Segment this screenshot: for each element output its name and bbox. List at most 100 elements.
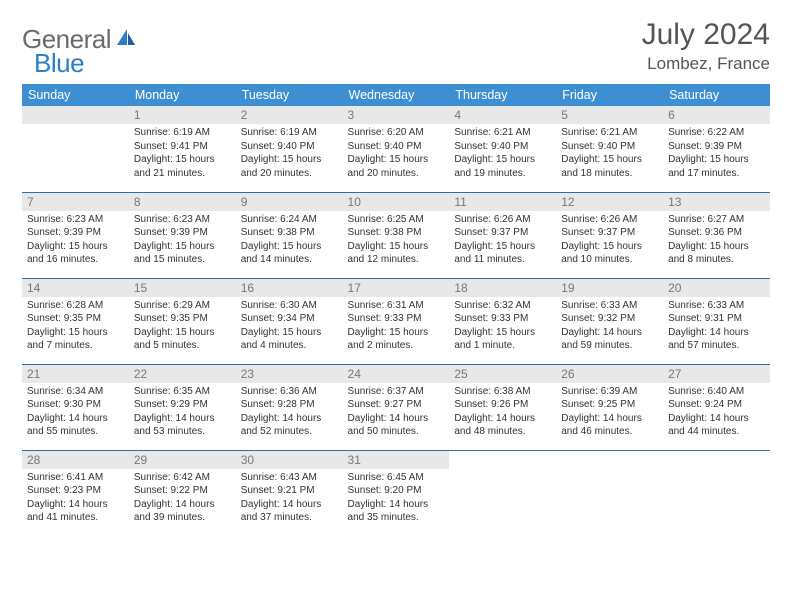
daylight-text: Daylight: 14 hours xyxy=(668,412,765,426)
calendar-day-cell: 23Sunrise: 6:36 AMSunset: 9:28 PMDayligh… xyxy=(236,364,343,450)
sunset-text: Sunset: 9:33 PM xyxy=(348,312,445,326)
daylight-text: and 50 minutes. xyxy=(348,425,445,439)
weekday-header: Friday xyxy=(556,84,663,106)
calendar-day-cell: 26Sunrise: 6:39 AMSunset: 9:25 PMDayligh… xyxy=(556,364,663,450)
day-number: 19 xyxy=(556,279,663,297)
daylight-text: and 16 minutes. xyxy=(27,253,124,267)
calendar-day-cell: 3Sunrise: 6:20 AMSunset: 9:40 PMDaylight… xyxy=(343,106,450,192)
sunrise-text: Sunrise: 6:19 AM xyxy=(241,126,338,140)
daylight-text: and 59 minutes. xyxy=(561,339,658,353)
weekday-header: Saturday xyxy=(663,84,770,106)
sunrise-text: Sunrise: 6:36 AM xyxy=(241,385,338,399)
weekday-header-row: Sunday Monday Tuesday Wednesday Thursday… xyxy=(22,84,770,106)
calendar-day-cell: 4Sunrise: 6:21 AMSunset: 9:40 PMDaylight… xyxy=(449,106,556,192)
daylight-text: Daylight: 14 hours xyxy=(668,326,765,340)
sunset-text: Sunset: 9:31 PM xyxy=(668,312,765,326)
sunrise-text: Sunrise: 6:33 AM xyxy=(668,299,765,313)
sunrise-text: Sunrise: 6:31 AM xyxy=(348,299,445,313)
day-content: Sunrise: 6:32 AMSunset: 9:33 PMDaylight:… xyxy=(449,297,556,357)
day-content: Sunrise: 6:19 AMSunset: 9:40 PMDaylight:… xyxy=(236,124,343,184)
day-number: 27 xyxy=(663,365,770,383)
month-title: July 2024 xyxy=(642,18,770,52)
day-content: Sunrise: 6:30 AMSunset: 9:34 PMDaylight:… xyxy=(236,297,343,357)
sunset-text: Sunset: 9:33 PM xyxy=(454,312,551,326)
day-number: 8 xyxy=(129,193,236,211)
calendar-day-cell: 9Sunrise: 6:24 AMSunset: 9:38 PMDaylight… xyxy=(236,192,343,278)
calendar-day-cell: 10Sunrise: 6:25 AMSunset: 9:38 PMDayligh… xyxy=(343,192,450,278)
day-content: Sunrise: 6:22 AMSunset: 9:39 PMDaylight:… xyxy=(663,124,770,184)
daylight-text: Daylight: 14 hours xyxy=(348,412,445,426)
day-number: 10 xyxy=(343,193,450,211)
daylight-text: and 8 minutes. xyxy=(668,253,765,267)
daylight-text: and 20 minutes. xyxy=(348,167,445,181)
day-content: Sunrise: 6:28 AMSunset: 9:35 PMDaylight:… xyxy=(22,297,129,357)
sunset-text: Sunset: 9:37 PM xyxy=(561,226,658,240)
daylight-text: and 41 minutes. xyxy=(27,511,124,525)
calendar-day-cell: 14Sunrise: 6:28 AMSunset: 9:35 PMDayligh… xyxy=(22,278,129,364)
sunrise-text: Sunrise: 6:40 AM xyxy=(668,385,765,399)
day-number: 29 xyxy=(129,451,236,469)
day-content: Sunrise: 6:25 AMSunset: 9:38 PMDaylight:… xyxy=(343,211,450,271)
daylight-text: and 37 minutes. xyxy=(241,511,338,525)
daylight-text: and 20 minutes. xyxy=(241,167,338,181)
calendar-day-cell: 19Sunrise: 6:33 AMSunset: 9:32 PMDayligh… xyxy=(556,278,663,364)
day-number: 14 xyxy=(22,279,129,297)
daylight-text: and 57 minutes. xyxy=(668,339,765,353)
day-number: 11 xyxy=(449,193,556,211)
weekday-header: Tuesday xyxy=(236,84,343,106)
sunrise-text: Sunrise: 6:21 AM xyxy=(561,126,658,140)
day-content: Sunrise: 6:37 AMSunset: 9:27 PMDaylight:… xyxy=(343,383,450,443)
daylight-text: and 4 minutes. xyxy=(241,339,338,353)
calendar-day-cell: 5Sunrise: 6:21 AMSunset: 9:40 PMDaylight… xyxy=(556,106,663,192)
daylight-text: Daylight: 14 hours xyxy=(348,498,445,512)
daylight-text: Daylight: 14 hours xyxy=(134,412,231,426)
daylight-text: and 39 minutes. xyxy=(134,511,231,525)
sunrise-text: Sunrise: 6:19 AM xyxy=(134,126,231,140)
day-number: 24 xyxy=(343,365,450,383)
daylight-text: and 1 minute. xyxy=(454,339,551,353)
calendar-day-cell: 7Sunrise: 6:23 AMSunset: 9:39 PMDaylight… xyxy=(22,192,129,278)
calendar-day-cell: 1Sunrise: 6:19 AMSunset: 9:41 PMDaylight… xyxy=(129,106,236,192)
day-content: Sunrise: 6:23 AMSunset: 9:39 PMDaylight:… xyxy=(129,211,236,271)
day-content: Sunrise: 6:38 AMSunset: 9:26 PMDaylight:… xyxy=(449,383,556,443)
sunset-text: Sunset: 9:37 PM xyxy=(454,226,551,240)
daylight-text: and 52 minutes. xyxy=(241,425,338,439)
sunset-text: Sunset: 9:38 PM xyxy=(241,226,338,240)
daylight-text: Daylight: 15 hours xyxy=(134,326,231,340)
sunset-text: Sunset: 9:41 PM xyxy=(134,140,231,154)
sunset-text: Sunset: 9:21 PM xyxy=(241,484,338,498)
day-number: 16 xyxy=(236,279,343,297)
calendar-day-cell: 18Sunrise: 6:32 AMSunset: 9:33 PMDayligh… xyxy=(449,278,556,364)
sunrise-text: Sunrise: 6:34 AM xyxy=(27,385,124,399)
daylight-text: and 14 minutes. xyxy=(241,253,338,267)
calendar-day-cell: 20Sunrise: 6:33 AMSunset: 9:31 PMDayligh… xyxy=(663,278,770,364)
day-content: Sunrise: 6:34 AMSunset: 9:30 PMDaylight:… xyxy=(22,383,129,443)
sunset-text: Sunset: 9:22 PM xyxy=(134,484,231,498)
daylight-text: Daylight: 14 hours xyxy=(134,498,231,512)
calendar-day-cell: 16Sunrise: 6:30 AMSunset: 9:34 PMDayligh… xyxy=(236,278,343,364)
day-number: 5 xyxy=(556,106,663,124)
daylight-text: and 53 minutes. xyxy=(134,425,231,439)
calendar-day-cell: 29Sunrise: 6:42 AMSunset: 9:22 PMDayligh… xyxy=(129,450,236,536)
calendar-week-row: 1Sunrise: 6:19 AMSunset: 9:41 PMDaylight… xyxy=(22,106,770,192)
calendar-day-cell: 15Sunrise: 6:29 AMSunset: 9:35 PMDayligh… xyxy=(129,278,236,364)
day-number: 18 xyxy=(449,279,556,297)
daylight-text: Daylight: 15 hours xyxy=(241,240,338,254)
calendar-day-cell: 30Sunrise: 6:43 AMSunset: 9:21 PMDayligh… xyxy=(236,450,343,536)
day-number: 30 xyxy=(236,451,343,469)
daylight-text: Daylight: 15 hours xyxy=(668,240,765,254)
sunrise-text: Sunrise: 6:26 AM xyxy=(454,213,551,227)
sunset-text: Sunset: 9:26 PM xyxy=(454,398,551,412)
day-content: Sunrise: 6:33 AMSunset: 9:32 PMDaylight:… xyxy=(556,297,663,357)
day-content: Sunrise: 6:21 AMSunset: 9:40 PMDaylight:… xyxy=(449,124,556,184)
title-block: July 2024 Lombez, France xyxy=(642,18,770,74)
day-content: Sunrise: 6:26 AMSunset: 9:37 PMDaylight:… xyxy=(556,211,663,271)
daylight-text: Daylight: 15 hours xyxy=(348,326,445,340)
daylight-text: Daylight: 14 hours xyxy=(561,326,658,340)
calendar-week-row: 28Sunrise: 6:41 AMSunset: 9:23 PMDayligh… xyxy=(22,450,770,536)
daylight-text: and 35 minutes. xyxy=(348,511,445,525)
calendar-week-row: 21Sunrise: 6:34 AMSunset: 9:30 PMDayligh… xyxy=(22,364,770,450)
daylight-text: Daylight: 15 hours xyxy=(241,153,338,167)
calendar-week-row: 14Sunrise: 6:28 AMSunset: 9:35 PMDayligh… xyxy=(22,278,770,364)
logo-sail-icon xyxy=(115,27,137,52)
